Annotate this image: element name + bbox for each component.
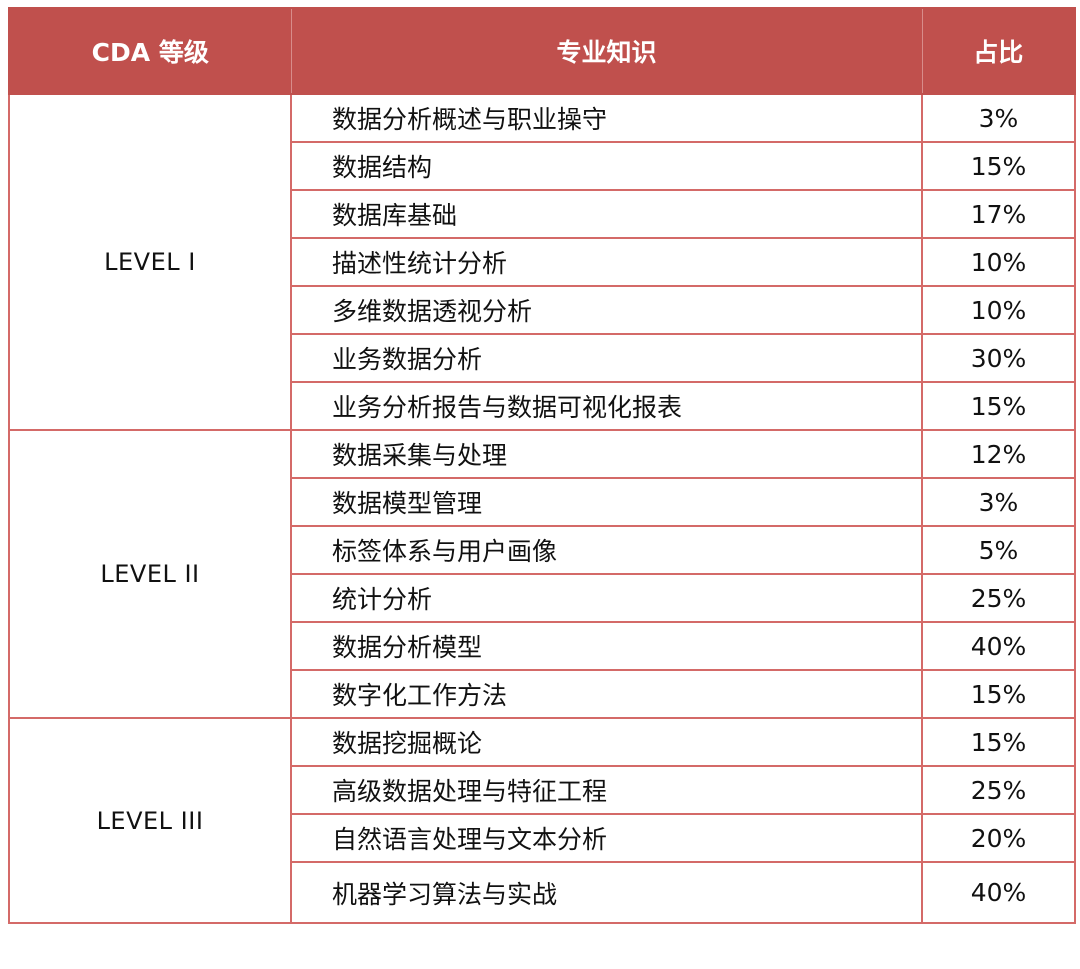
table-row: 描述性统计分析 10% — [9, 237, 1076, 287]
knowledge-cell: 业务数据分析 — [290, 333, 923, 383]
ratio-cell: 15% — [921, 717, 1076, 767]
knowledge-cell: 业务分析报告与数据可视化报表 — [290, 381, 923, 431]
ratio-cell: 12% — [921, 429, 1076, 479]
table-row: 高级数据处理与特征工程 25% — [9, 765, 1076, 815]
ratio-cell: 15% — [921, 141, 1076, 191]
ratio-cell: 5% — [921, 525, 1076, 575]
table-row: LEVEL I 数据分析概述与职业操守 3% — [8, 93, 1076, 431]
knowledge-cell: 机器学习算法与实战 — [290, 861, 923, 924]
table-row: 标签体系与用户画像 5% — [9, 525, 1076, 575]
ratio-cell: 40% — [921, 861, 1076, 924]
ratio-cell: 30% — [921, 333, 1076, 383]
table-row: LEVEL III 数据挖掘概论 15% — [8, 717, 1076, 924]
table-row: 数据库基础 17% — [9, 189, 1076, 239]
knowledge-cell: 统计分析 — [290, 573, 923, 623]
knowledge-cell: 多维数据透视分析 — [290, 285, 923, 335]
knowledge-cell: 数据模型管理 — [290, 477, 923, 527]
header-knowledge: 专业知识 — [290, 7, 923, 95]
ratio-cell: 17% — [921, 189, 1076, 239]
table-row: 业务分析报告与数据可视化报表 15% — [9, 381, 1076, 431]
ratio-cell: 3% — [921, 477, 1076, 527]
table-row: 多维数据透视分析 10% — [9, 285, 1076, 335]
knowledge-cell: 数据采集与处理 — [290, 429, 923, 479]
table-row: 机器学习算法与实战 40% — [9, 861, 1076, 924]
level-label: LEVEL I — [8, 93, 292, 431]
table-row: 数字化工作方法 15% — [9, 669, 1076, 719]
table-row: 数据分析模型 40% — [9, 621, 1076, 671]
knowledge-cell: 数字化工作方法 — [290, 669, 923, 719]
knowledge-cell: 自然语言处理与文本分析 — [290, 813, 923, 863]
ratio-cell: 10% — [921, 285, 1076, 335]
knowledge-cell: 数据库基础 — [290, 189, 923, 239]
knowledge-cell: 数据分析模型 — [290, 621, 923, 671]
level-label: LEVEL II — [8, 429, 292, 719]
header-ratio: 占比 — [921, 7, 1076, 95]
ratio-cell: 25% — [921, 573, 1076, 623]
knowledge-cell: 描述性统计分析 — [290, 237, 923, 287]
ratio-cell: 40% — [921, 621, 1076, 671]
table-row: 统计分析 25% — [9, 573, 1076, 623]
header-cda-level: CDA 等级 — [8, 7, 292, 95]
knowledge-cell: 高级数据处理与特征工程 — [290, 765, 923, 815]
ratio-cell: 15% — [921, 669, 1076, 719]
ratio-cell: 10% — [921, 237, 1076, 287]
ratio-cell: 25% — [921, 765, 1076, 815]
ratio-cell: 20% — [921, 813, 1076, 863]
table-row: 业务数据分析 30% — [9, 333, 1076, 383]
header-row: CDA 等级 专业知识 占比 — [8, 7, 1076, 95]
knowledge-cell: 数据挖掘概论 — [290, 717, 923, 767]
knowledge-cell: 标签体系与用户画像 — [290, 525, 923, 575]
table-row: 数据结构 15% — [9, 141, 1076, 191]
table-row: LEVEL II 数据采集与处理 12% — [8, 429, 1076, 719]
table-row: 数据模型管理 3% — [9, 477, 1076, 527]
knowledge-cell: 数据结构 — [290, 141, 923, 191]
knowledge-cell: 数据分析概述与职业操守 — [290, 93, 923, 143]
cda-knowledge-table: CDA 等级 专业知识 占比 LEVEL I 数据分析概述与职业操守 3% 数据… — [8, 7, 1076, 924]
ratio-cell: 3% — [921, 93, 1076, 143]
table-row: 自然语言处理与文本分析 20% — [9, 813, 1076, 863]
level-label: LEVEL III — [8, 717, 292, 924]
ratio-cell: 15% — [921, 381, 1076, 431]
